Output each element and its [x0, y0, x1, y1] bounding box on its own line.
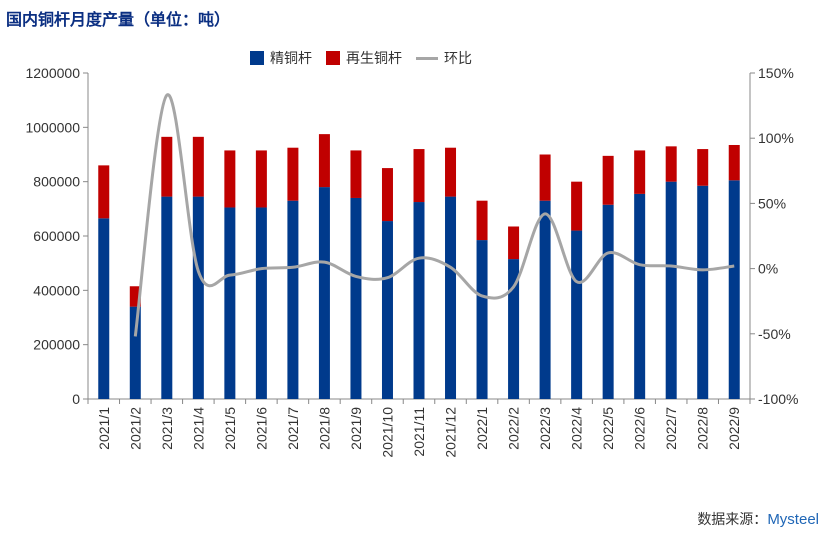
x-tick-label: 2021/4 [190, 407, 206, 450]
bar-refined [539, 200, 551, 399]
bar-refined [192, 196, 204, 399]
left-tick-label: 1200000 [25, 65, 80, 81]
bar-refined [508, 259, 520, 399]
legend-line-mom [416, 56, 438, 60]
bar-refined [224, 207, 236, 399]
x-tick-label: 2021/5 [222, 407, 238, 450]
right-tick-label: -50% [758, 326, 791, 342]
bar-recycled [539, 154, 551, 201]
bar-refined [318, 187, 330, 399]
left-tick-label: 1000000 [25, 119, 80, 135]
bar-refined [571, 230, 583, 399]
bar-refined [476, 240, 488, 399]
x-tick-label: 2022/8 [695, 407, 711, 450]
bar-recycled [728, 144, 740, 181]
left-tick-label: 200000 [33, 337, 80, 353]
x-tick-label: 2022/3 [537, 407, 553, 450]
x-tick-label: 2021/9 [348, 407, 364, 450]
bar-refined [602, 204, 614, 399]
bar-refined [255, 207, 267, 399]
bar-refined [697, 185, 709, 399]
bar-refined [665, 181, 677, 399]
bar-refined [728, 180, 740, 399]
x-tick-label: 2022/1 [474, 407, 490, 450]
x-tick-label: 2021/7 [285, 407, 301, 450]
x-tick-label: 2022/2 [506, 407, 522, 450]
bar-recycled [602, 155, 614, 205]
legend-item-recycled: 再生铜杆 [326, 48, 402, 68]
x-tick-label: 2021/6 [253, 407, 269, 450]
right-tick-label: 50% [758, 195, 786, 211]
x-tick-label: 2021/2 [127, 407, 143, 450]
bar-recycled [508, 226, 520, 260]
left-tick-label: 800000 [33, 174, 80, 190]
legend-label-recycled: 再生铜杆 [346, 51, 402, 67]
x-tick-label: 2021/1 [96, 407, 112, 450]
bar-refined [445, 196, 457, 399]
mom-line [133, 93, 735, 337]
bar-refined [413, 202, 425, 399]
x-tick-label: 2022/4 [569, 407, 585, 450]
x-tick-label: 2021/11 [411, 407, 427, 457]
legend: 精铜杆 再生铜杆 环比 [250, 48, 486, 68]
bar-refined [98, 218, 110, 399]
bar-recycled [476, 200, 488, 241]
x-tick-label: 2021/8 [316, 407, 332, 450]
right-tick-label: 0% [758, 261, 778, 277]
x-tick-label: 2021/12 [443, 407, 459, 458]
bar-refined [350, 197, 362, 399]
right-tick-label: -100% [758, 391, 798, 407]
left-tick-label: 400000 [33, 282, 80, 298]
source-note: 数据来源：Mysteel [697, 509, 819, 529]
bar-recycled [445, 147, 457, 197]
legend-label-mom: 环比 [444, 51, 472, 67]
bar-recycled [571, 181, 583, 231]
x-tick-label: 2021/3 [159, 407, 175, 450]
x-tick-label: 2022/9 [726, 407, 742, 450]
bar-recycled [413, 149, 425, 203]
legend-item-mom: 环比 [416, 48, 472, 68]
source-brand: Mysteel [767, 511, 819, 528]
bar-refined [634, 193, 646, 399]
bar-recycled [350, 150, 362, 198]
source-label: 数据来源： [697, 512, 768, 528]
bar-recycled [224, 150, 236, 208]
bar-refined [381, 221, 393, 399]
right-tick-label: 150% [758, 65, 794, 81]
bar-refined [161, 196, 173, 399]
x-tick-label: 2022/5 [600, 407, 616, 450]
chart-title: 国内铜杆月度产量（单位：吨） [6, 10, 231, 29]
bar-recycled [697, 149, 709, 186]
legend-swatch-recycled [326, 51, 340, 65]
bar-recycled [665, 146, 677, 182]
bar-recycled [381, 168, 393, 222]
bar-recycled [287, 147, 299, 201]
legend-label-refined: 精铜杆 [270, 51, 312, 67]
bar-refined [129, 306, 141, 399]
bar-refined [287, 200, 299, 399]
bar-recycled [161, 136, 173, 197]
left-tick-label: 600000 [33, 228, 80, 244]
legend-item-refined: 精铜杆 [250, 48, 312, 68]
bar-recycled [98, 165, 110, 219]
x-tick-label: 2022/7 [663, 407, 679, 450]
x-tick-label: 2022/6 [632, 407, 648, 450]
right-tick-label: 100% [758, 130, 794, 146]
bar-recycled [255, 150, 267, 208]
left-tick-label: 0 [72, 391, 80, 407]
bar-recycled [634, 150, 646, 194]
bar-recycled [192, 136, 204, 197]
x-tick-label: 2021/10 [379, 407, 395, 458]
bar-recycled [129, 286, 141, 307]
bar-recycled [318, 134, 330, 188]
legend-swatch-refined [250, 51, 264, 65]
